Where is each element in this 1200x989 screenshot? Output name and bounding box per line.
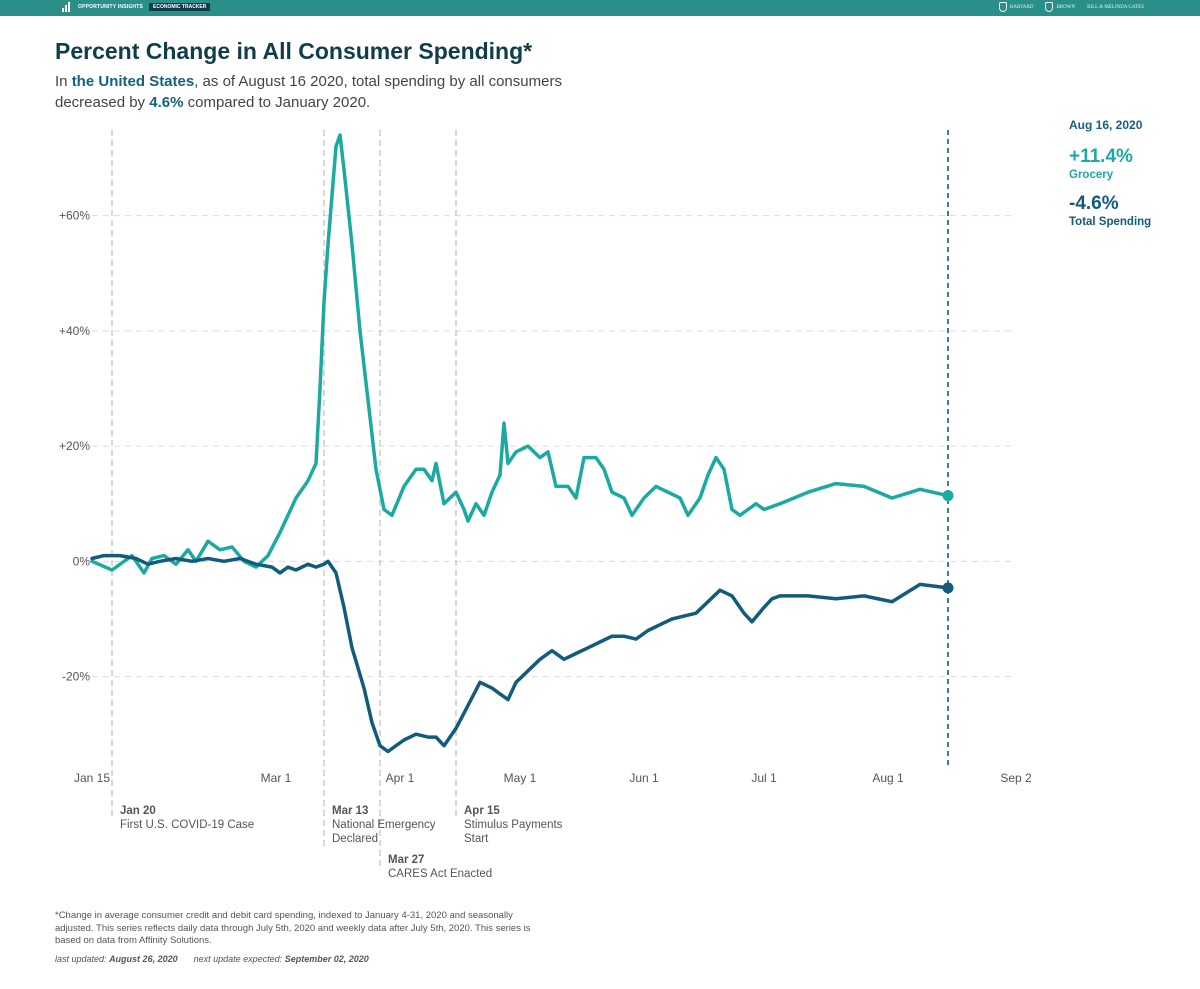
subtitle-location[interactable]: the United States xyxy=(71,73,195,90)
footnote: *Change in average consumer credit and d… xyxy=(55,910,531,946)
y-tick-label: -20% xyxy=(62,670,90,684)
subtitle-text: In xyxy=(55,73,72,90)
event-label-stimulus: Apr 15 Stimulus Payments Start xyxy=(464,804,562,846)
y-tick-label: +20% xyxy=(59,439,90,453)
series-lines xyxy=(90,133,954,754)
partner-logos: HARVARD BROWN BILL & MELINDA GATES xyxy=(998,2,1144,12)
next-update-date: September 02, 2020 xyxy=(284,954,369,964)
x-tick-label: Mar 1 xyxy=(261,771,292,785)
grocery-label: Grocery xyxy=(1069,169,1114,181)
x-tick-label: Aug 1 xyxy=(872,771,904,785)
x-axis: Jan 15 Mar 1 Apr 1 May 1 Jun 1 Jul 1 Aug 1 Sep … xyxy=(74,771,1032,785)
shield-icon xyxy=(998,2,1007,12)
y-axis: +60% +40% +20% 0% -20% xyxy=(59,209,90,684)
next-update: next update expected: September 02, 2020 xyxy=(194,954,369,964)
event-label-cares-act: Mar 27 CARES Act Enacted xyxy=(388,853,492,881)
series-endpoint-grocery xyxy=(942,490,954,502)
chart-subtitle: In the United States, as of August 16 20… xyxy=(55,71,575,113)
series-line-total-spending xyxy=(90,553,950,754)
brand-name: OPPORTUNITY INSIGHTS xyxy=(78,3,144,10)
y-tick-label: +40% xyxy=(59,324,90,338)
partner-name: BILL & MELINDA GATES xyxy=(1087,4,1144,10)
brand-tag: ECONOMIC TRACKER xyxy=(149,3,211,11)
y-tick-label: 0% xyxy=(73,554,91,568)
last-updated-label: last updated: xyxy=(55,954,107,964)
update-info: last updated: August 26, 2020 next updat… xyxy=(55,954,369,964)
shield-icon xyxy=(1045,2,1054,12)
event-text: CARES Act Enacted xyxy=(388,868,493,880)
subtitle-text: compared to January 2020. xyxy=(183,94,371,111)
summary-date: Aug 16, 2020 xyxy=(1069,118,1143,132)
event-lines xyxy=(111,130,949,868)
total-spending-value: -4.6% xyxy=(1069,193,1119,214)
partner-name: BROWN xyxy=(1056,4,1076,10)
subtitle-value: 4.6% xyxy=(149,94,184,111)
x-tick-label: Jul 1 xyxy=(751,771,777,785)
total-spending-label: Total Spending xyxy=(1069,216,1152,228)
x-tick-label: Jan 15 xyxy=(74,771,110,785)
event-label-first-case: Jan 20 First U.S. COVID-19 Case xyxy=(120,804,254,832)
series-line-grocery xyxy=(90,133,950,575)
grid-lines xyxy=(92,215,1016,678)
partner-logo-harvard[interactable]: HARVARD xyxy=(998,2,1034,12)
partner-logo-gates[interactable]: BILL & MELINDA GATES xyxy=(1087,5,1144,10)
partner-name: HARVARD xyxy=(1009,4,1034,10)
grocery-value: +11.4% xyxy=(1069,146,1133,167)
event-text: First U.S. COVID-19 Case xyxy=(120,819,255,831)
y-tick-label: +60% xyxy=(59,209,90,223)
top-bar: OPPORTUNITY INSIGHTS ECONOMIC TRACKER HA… xyxy=(0,0,1200,16)
event-date: Apr 15 xyxy=(464,805,500,817)
partner-logo-brown[interactable]: BROWN xyxy=(1045,2,1075,12)
subtitle-text: , as of August 16 2020, total spending b… xyxy=(55,73,562,111)
summary-panel: Aug 16, 2020 +11.4% Grocery -4.6% Total … xyxy=(1069,118,1151,228)
x-tick-label: Apr 1 xyxy=(386,771,415,785)
series-endpoint-total-spending xyxy=(942,582,954,594)
x-tick-label: Jun 1 xyxy=(629,771,659,785)
brand-logo[interactable]: OPPORTUNITY INSIGHTS ECONOMIC TRACKER xyxy=(62,2,211,12)
x-tick-label: Sep 2 xyxy=(1000,771,1032,785)
next-update-label: next update expected: xyxy=(193,954,283,964)
event-label-national-emergency: Mar 13 National Emergency Declared xyxy=(332,804,436,846)
chart-title: Percent Change in All Consumer Spending* xyxy=(55,38,533,64)
x-tick-label: May 1 xyxy=(504,771,537,785)
event-date: Jan 20 xyxy=(120,805,156,817)
event-text: National Emergency Declared xyxy=(332,819,436,845)
event-text: Stimulus Payments Start xyxy=(464,819,563,845)
last-updated: last updated: August 26, 2020 xyxy=(55,954,178,964)
event-date: Mar 13 xyxy=(332,805,369,817)
bar-chart-icon xyxy=(62,2,72,12)
event-date: Mar 27 xyxy=(388,854,425,866)
last-updated-date: August 26, 2020 xyxy=(109,954,178,964)
